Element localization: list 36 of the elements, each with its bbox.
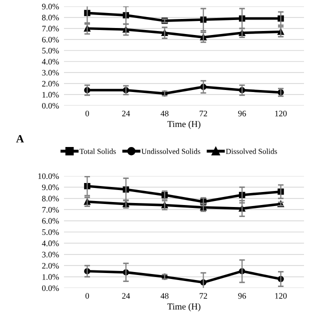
x-tick-label: 120 <box>275 110 287 116</box>
x-tick-label: 0 <box>85 293 89 299</box>
y-tick-label: 1.0% <box>42 92 59 98</box>
x-tick-label: 96 <box>238 110 246 116</box>
x-tick-label: 24 <box>122 110 130 116</box>
y-tick-label: 4.0% <box>42 240 59 246</box>
x-axis-title: Time (H) <box>167 120 200 129</box>
x-tick-label: 48 <box>160 293 168 299</box>
x-axis-title: Time (H) <box>167 303 200 312</box>
y-tick-label: 1.0% <box>42 274 59 280</box>
y-tick-label: 5.0% <box>42 229 59 236</box>
y-tick-label: 4.0% <box>42 58 59 65</box>
text: A <box>16 135 24 142</box>
y-tick-label: 3.0% <box>42 70 59 76</box>
x-tick-label: 72 <box>200 293 208 299</box>
y-tick-label: 9.0% <box>42 184 59 190</box>
x-tick-label: 48 <box>160 110 168 116</box>
x-tick-label: 120 <box>275 293 287 299</box>
y-tick-label: 7.0% <box>42 206 59 213</box>
x-tick-label: 72 <box>200 110 208 116</box>
y-tick-label: 10.0% <box>38 173 59 180</box>
y-tick-label: 6.0% <box>42 218 59 224</box>
y-tick-label: 8.0% <box>42 14 59 20</box>
y-tick-label: 9.0% <box>42 4 59 10</box>
y-tick-label: 2.0% <box>42 80 59 87</box>
y-tick-label: 6.0% <box>42 36 59 42</box>
x-tick-label: 0 <box>85 110 89 116</box>
y-tick-label: 0.0% <box>42 102 59 109</box>
x-tick-label: 24 <box>122 293 130 299</box>
y-tick-label: 3.0% <box>42 252 59 258</box>
y-tick-label: 7.0% <box>42 26 59 32</box>
y-tick-label: 2.0% <box>42 262 59 269</box>
x-tick-label: 96 <box>238 293 246 299</box>
y-tick-label: 8.0% <box>42 196 59 202</box>
y-tick-label: 0.0% <box>42 285 59 292</box>
y-tick-label: 5.0% <box>42 48 59 54</box>
